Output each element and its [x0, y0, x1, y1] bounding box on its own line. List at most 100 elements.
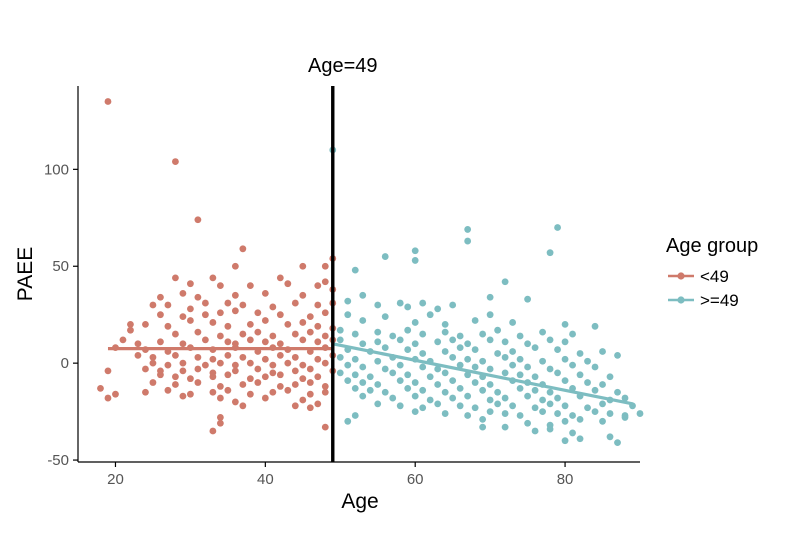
data-point — [216, 309, 224, 317]
data-point — [366, 386, 374, 394]
data-point — [209, 355, 217, 363]
data-point — [157, 311, 164, 319]
data-point — [149, 379, 157, 386]
data-point — [569, 412, 576, 419]
data-point — [501, 394, 509, 402]
data-point — [239, 330, 247, 338]
data-point — [224, 371, 232, 379]
data-point — [516, 355, 524, 363]
data-point — [419, 363, 427, 371]
data-point — [299, 361, 307, 369]
data-point — [494, 326, 502, 334]
data-point — [606, 373, 614, 381]
data-point — [209, 274, 217, 282]
data-point — [606, 433, 614, 441]
data-point — [411, 392, 419, 400]
data-point — [524, 392, 531, 400]
data-point — [524, 419, 531, 427]
data-point — [531, 386, 539, 394]
data-point — [172, 352, 179, 359]
data-point — [561, 355, 569, 363]
data-point — [104, 98, 112, 105]
data-point — [396, 299, 404, 307]
data-point — [179, 392, 187, 400]
data-point — [127, 326, 134, 334]
data-point — [539, 408, 546, 416]
data-point — [209, 319, 217, 326]
data-point — [389, 332, 397, 340]
data-point — [261, 317, 269, 324]
data-point — [426, 373, 434, 381]
data-point — [351, 330, 359, 338]
data-point — [187, 305, 194, 313]
data-point — [411, 340, 419, 348]
data-point — [389, 369, 397, 377]
data-point — [381, 388, 389, 396]
data-point — [284, 280, 292, 288]
data-point — [486, 396, 494, 404]
data-point — [359, 340, 367, 348]
data-point — [284, 359, 292, 367]
data-point — [291, 402, 299, 410]
legend-item-label: <49 — [700, 267, 729, 286]
data-point — [554, 369, 561, 377]
data-point — [216, 414, 224, 421]
data-point — [471, 346, 479, 353]
data-point — [284, 320, 292, 328]
data-point — [351, 412, 359, 419]
data-point — [351, 355, 359, 363]
data-point — [546, 400, 554, 408]
data-point — [239, 245, 247, 253]
data-point — [321, 278, 329, 286]
data-point — [599, 417, 606, 425]
data-point — [142, 365, 149, 373]
data-point — [381, 253, 389, 260]
threshold-label: Age=49 — [308, 55, 378, 77]
data-point — [231, 307, 239, 315]
data-point — [246, 282, 254, 290]
data-point — [374, 328, 382, 336]
data-point — [531, 344, 539, 352]
data-point — [569, 330, 576, 338]
data-point — [411, 257, 419, 264]
data-point — [381, 365, 389, 373]
data-point — [157, 338, 164, 346]
data-point — [576, 371, 584, 379]
x-tick-label: 80 — [557, 471, 574, 488]
legend: Age group <49 >=49 — [666, 235, 758, 310]
data-point — [194, 365, 202, 373]
y-tick-label: 0 — [61, 355, 69, 372]
data-point — [411, 408, 419, 416]
data-point — [471, 379, 479, 386]
fit-line-ge49 — [332, 342, 633, 406]
data-point — [172, 274, 179, 282]
data-point — [321, 423, 329, 431]
legend-title: Age group — [666, 235, 758, 257]
data-point — [569, 429, 576, 437]
data-point — [359, 291, 367, 299]
data-point — [164, 386, 172, 394]
data-point — [157, 293, 164, 301]
data-point — [216, 282, 224, 290]
data-point — [591, 363, 599, 371]
data-point — [314, 400, 322, 408]
data-point — [561, 377, 569, 384]
data-point — [464, 412, 472, 419]
data-point — [321, 262, 329, 270]
data-point — [351, 266, 359, 274]
data-point — [291, 353, 299, 361]
data-point — [381, 313, 389, 321]
data-point — [172, 330, 179, 338]
data-point — [479, 357, 487, 365]
data-point — [201, 299, 209, 307]
data-point — [127, 320, 134, 328]
data-point — [486, 311, 494, 319]
data-point — [419, 350, 427, 357]
data-point — [194, 379, 202, 386]
data-point — [449, 336, 457, 344]
data-point — [351, 384, 359, 392]
data-point — [411, 379, 419, 386]
data-point — [389, 394, 397, 402]
data-point — [531, 404, 539, 412]
data-point — [456, 344, 464, 352]
